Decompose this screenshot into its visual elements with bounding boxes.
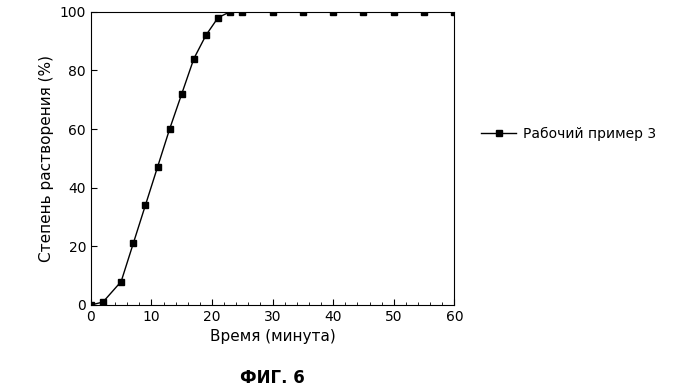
Y-axis label: Степень растворения (%): Степень растворения (%) — [39, 55, 54, 262]
Legend: Рабочий пример 3: Рабочий пример 3 — [476, 121, 662, 147]
Рабочий пример 3 — [87, 303, 95, 307]
Рабочий пример 3 — [298, 9, 307, 14]
Рабочий пример 3 — [329, 9, 338, 14]
Рабочий пример 3 — [238, 9, 247, 14]
Рабочий пример 3 — [359, 9, 368, 14]
Рабочий пример 3 — [117, 279, 125, 284]
Рабочий пример 3 — [99, 300, 107, 304]
Рабочий пример 3 — [153, 165, 161, 169]
Text: ФИГ. 6: ФИГ. 6 — [240, 369, 305, 387]
Рабочий пример 3 — [389, 9, 398, 14]
Рабочий пример 3 — [450, 9, 459, 14]
Line: Рабочий пример 3: Рабочий пример 3 — [87, 8, 458, 308]
Рабочий пример 3 — [129, 241, 138, 246]
Рабочий пример 3 — [268, 9, 277, 14]
Рабочий пример 3 — [214, 15, 222, 20]
Рабочий пример 3 — [189, 56, 198, 61]
Рабочий пример 3 — [202, 33, 210, 38]
Рабочий пример 3 — [166, 127, 174, 131]
X-axis label: Время (минута): Время (минута) — [210, 329, 336, 344]
Рабочий пример 3 — [420, 9, 428, 14]
Рабочий пример 3 — [178, 91, 186, 96]
Рабочий пример 3 — [226, 9, 234, 14]
Рабочий пример 3 — [141, 203, 150, 208]
